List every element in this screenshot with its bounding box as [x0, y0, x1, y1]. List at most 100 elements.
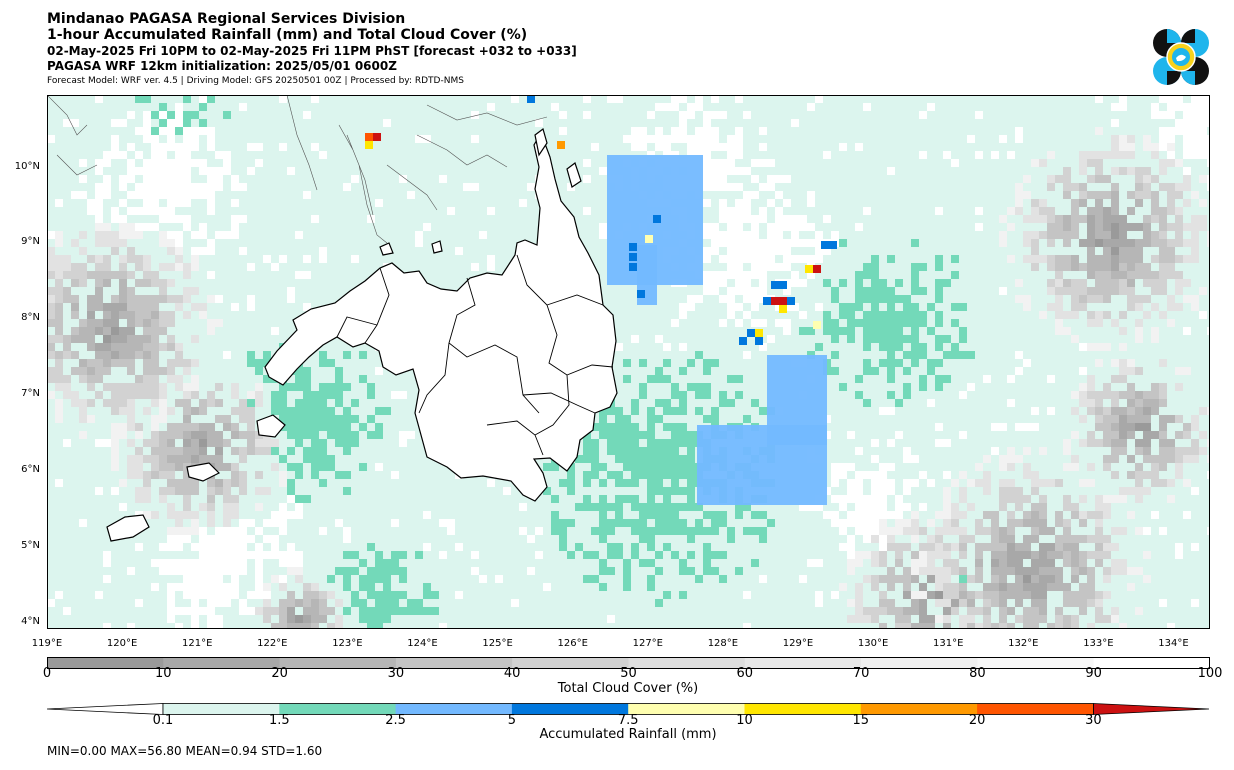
field-cell	[639, 135, 647, 143]
field-cell	[655, 487, 663, 495]
field-cell	[1103, 151, 1111, 159]
field-cell	[1023, 519, 1031, 527]
field-cell	[895, 359, 903, 367]
field-cell	[183, 127, 191, 135]
field-cell	[175, 295, 183, 303]
rainfall-colorbar	[47, 703, 1210, 715]
field-cell	[351, 591, 359, 599]
field-cell	[1103, 407, 1111, 415]
field-cell	[1127, 191, 1135, 199]
field-cell	[1071, 223, 1079, 231]
field-cell	[95, 343, 103, 351]
field-cell	[583, 207, 591, 215]
field-cell	[215, 551, 223, 559]
field-cell	[1119, 167, 1127, 175]
field-cell	[119, 223, 127, 231]
field-cell	[759, 207, 767, 215]
field-cell	[1175, 271, 1183, 279]
field-cell	[183, 367, 191, 375]
field-cell	[335, 599, 343, 607]
field-cell	[335, 367, 343, 375]
field-cell	[1015, 127, 1023, 135]
field-cell	[783, 287, 791, 295]
field-cell	[951, 519, 959, 527]
field-cell	[959, 431, 967, 439]
field-cell	[1159, 479, 1167, 487]
field-cell	[127, 455, 135, 463]
field-cell	[111, 319, 119, 327]
field-cell	[111, 351, 119, 359]
field-cell	[575, 455, 583, 463]
field-cell	[303, 111, 311, 119]
field-cell	[807, 255, 815, 263]
field-cell	[943, 519, 951, 527]
field-cell	[167, 135, 175, 143]
field-cell	[695, 407, 703, 415]
field-cell	[151, 151, 159, 159]
field-cell	[607, 543, 615, 551]
field-cell	[103, 359, 111, 367]
field-cell	[175, 607, 183, 615]
field-cell	[703, 367, 711, 375]
field-cell	[903, 567, 911, 575]
field-cell	[1191, 255, 1199, 263]
field-cell	[1031, 239, 1039, 247]
field-cell	[871, 455, 879, 463]
field-cell	[871, 479, 879, 487]
province-boundaries	[336, 254, 614, 456]
field-cell	[1023, 239, 1031, 247]
field-cell	[223, 415, 231, 423]
field-cell	[1007, 535, 1015, 543]
field-cell	[159, 391, 167, 399]
field-cell	[1135, 495, 1143, 503]
field-cell	[1167, 319, 1175, 327]
field-cell	[159, 439, 167, 447]
field-cell	[87, 295, 95, 303]
field-cell	[1015, 279, 1023, 287]
field-cell	[655, 135, 663, 143]
field-cell	[1103, 247, 1111, 255]
field-cell	[935, 423, 943, 431]
field-cell	[1103, 215, 1111, 223]
field-cell	[1079, 215, 1087, 223]
field-cell	[591, 551, 599, 559]
field-cell	[303, 191, 311, 199]
field-cell	[287, 287, 295, 295]
field-cell	[447, 207, 455, 215]
field-cell	[127, 287, 135, 295]
field-cell	[727, 311, 735, 319]
field-cell	[135, 375, 143, 383]
field-cell	[247, 447, 255, 455]
field-cell	[151, 455, 159, 463]
field-cell	[607, 527, 615, 535]
field-cell	[967, 479, 975, 487]
field-cell	[175, 159, 183, 167]
field-cell	[167, 607, 175, 615]
field-cell	[151, 399, 159, 407]
field-cell	[335, 471, 343, 479]
field-cell	[743, 191, 751, 199]
field-cell	[839, 503, 847, 511]
field-cell	[55, 287, 63, 295]
field-cell	[719, 511, 727, 519]
field-cell	[967, 135, 975, 143]
field-cell	[367, 607, 375, 615]
field-cell	[719, 183, 727, 191]
field-cell	[895, 431, 903, 439]
field-cell	[335, 375, 343, 383]
field-cell	[631, 495, 639, 503]
field-cell	[327, 423, 335, 431]
field-cell	[87, 415, 95, 423]
field-cell	[1159, 311, 1167, 319]
field-cell	[255, 591, 263, 599]
field-cell	[239, 247, 247, 255]
field-cell	[455, 247, 463, 255]
field-cell	[431, 607, 439, 615]
field-cell	[95, 159, 103, 167]
field-cell	[999, 423, 1007, 431]
field-cell	[655, 519, 663, 527]
rainfall-tick: 7.5	[617, 713, 639, 728]
field-cell	[583, 111, 591, 119]
field-cell	[1095, 167, 1103, 175]
field-cell	[895, 623, 903, 629]
